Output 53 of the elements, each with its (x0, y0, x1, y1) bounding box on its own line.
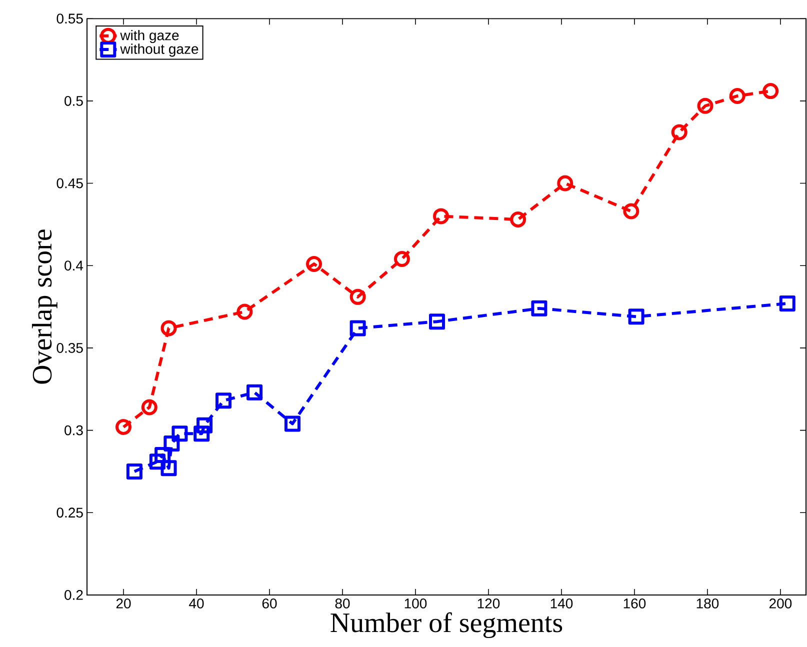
point (531, 300, 548, 316)
point (216, 392, 232, 409)
x-tick-label: 60 (262, 598, 277, 608)
point (623, 203, 640, 220)
point (126, 463, 142, 480)
point (394, 251, 410, 268)
x-tick-label: 100 (404, 598, 427, 608)
y-tick-label: 0.5 (64, 96, 83, 106)
y-tick-label: 0.2 (64, 590, 83, 600)
y-tick-label: 0.4 (64, 260, 84, 271)
point (154, 447, 171, 464)
point (246, 384, 263, 400)
point (628, 308, 644, 325)
point (116, 419, 132, 436)
x-tick-label: 40 (189, 598, 204, 608)
point (697, 98, 714, 114)
x-tick-label: 80 (335, 598, 350, 608)
x-tick-label: 120 (478, 598, 500, 608)
point (433, 208, 450, 224)
y-tick-label: 0.55 (56, 14, 83, 24)
y-axis-title: Overlap score (32, 230, 58, 384)
point (350, 320, 366, 336)
x-tick-label: 200 (769, 598, 792, 608)
point (762, 83, 779, 100)
x-axis-title: Number of segments (330, 612, 562, 638)
point (350, 288, 366, 305)
y-tick-label: 0.45 (56, 178, 83, 188)
y-tick-label: 0.25 (56, 508, 83, 518)
point (779, 295, 796, 312)
x-tick-label: 180 (696, 598, 719, 608)
x-tick-label: 160 (624, 598, 646, 608)
point (429, 314, 446, 330)
point (557, 175, 574, 192)
point (196, 417, 213, 434)
point (729, 88, 746, 104)
point (164, 435, 180, 452)
x-tick-label: 20 (116, 598, 131, 608)
point (284, 416, 300, 432)
point (160, 320, 177, 336)
legend-label: without gaze (120, 44, 198, 57)
y-tick-label: 0.3 (64, 425, 83, 436)
point (510, 212, 526, 228)
point (141, 399, 158, 416)
point (149, 454, 166, 470)
point (160, 460, 177, 476)
point (194, 426, 210, 442)
legend-label: with gaze (120, 30, 179, 44)
y-tick-label: 0.35 (56, 342, 83, 353)
point (236, 304, 253, 320)
x-tick-label: 140 (550, 598, 573, 608)
point (172, 426, 188, 442)
point (671, 124, 688, 140)
point (306, 256, 322, 272)
